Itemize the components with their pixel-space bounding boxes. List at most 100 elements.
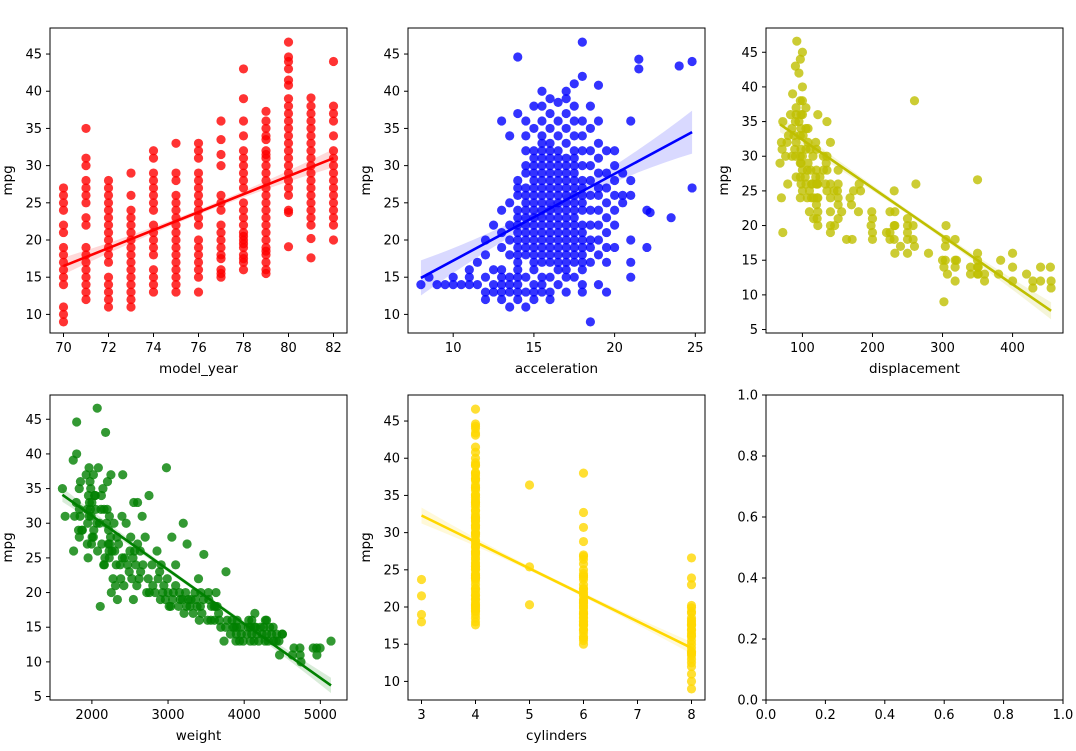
x-tick-label: 72 [100,341,117,356]
data-point [561,86,571,96]
data-point [69,546,79,556]
data-point [569,153,579,163]
data-point [72,417,82,427]
data-point [134,574,144,584]
data-point [295,650,305,660]
data-point [593,183,604,193]
data-point [1028,283,1038,293]
data-point [72,449,82,459]
data-point [448,272,458,282]
data-point [150,587,160,598]
data-point [825,137,836,147]
data-point [909,96,920,106]
data-point [123,560,133,570]
data-point [561,250,571,260]
data-point [569,183,579,193]
data-point [553,250,563,260]
y-tick-label: 20 [741,219,758,234]
data-point [193,198,204,208]
data-point [161,463,172,473]
data-point [1007,248,1018,258]
data-point [825,207,836,217]
data-point [521,227,531,238]
data-point [199,549,209,560]
data-point [261,168,271,178]
data-point [261,153,271,163]
data-point [908,234,918,245]
data-point [545,108,555,119]
data-point [283,56,294,67]
data-point [497,116,507,126]
y-tick-label: 30 [383,159,400,174]
data-point [895,241,906,251]
data-point [618,198,628,208]
data-point [74,532,84,542]
data-point [268,622,278,632]
x-axis-label: acceleration [515,361,598,377]
data-point [569,220,579,230]
data-point [328,220,339,230]
data-point [171,272,181,282]
data-point [296,657,306,667]
data-point [238,242,249,253]
x-tick-label: 7 [633,708,641,723]
data-point [214,608,224,618]
data-point [610,161,620,171]
data-point [238,153,249,163]
data-point [58,272,69,282]
data-point [610,205,620,215]
data-point [159,581,169,591]
data-point [569,242,579,253]
axes-frame [407,394,706,701]
data-point [85,477,95,487]
data-point [537,86,547,96]
data-point [306,93,316,103]
data-point [77,525,87,535]
data-point [577,242,587,253]
data-point [261,227,271,238]
data-point [306,116,316,126]
data-point [561,220,571,230]
data-point [456,280,466,290]
data-point [521,198,531,208]
data-point [585,161,595,171]
data-point [75,511,85,521]
data-point [100,427,111,438]
data-point [92,546,103,556]
data-point [219,636,229,646]
data-point [848,186,859,196]
data-point [216,116,226,126]
data-point [497,287,507,297]
data-point [561,265,571,275]
axes-frame [765,27,1064,334]
data-point [238,168,249,178]
data-point [940,241,950,251]
data-point [951,255,962,265]
data-point [283,37,294,47]
data-point [537,198,547,208]
data-point [545,153,555,163]
y-tick-label: 45 [25,413,42,428]
data-point [513,213,523,223]
y-tick-label: 10 [383,675,400,690]
data-point [119,581,129,591]
data-point [58,265,69,275]
x-tick-label: 0.4 [874,708,895,723]
data-point [110,546,120,556]
data-point [686,661,697,672]
data-point [193,183,204,193]
y-tick-label: 35 [383,489,400,504]
data-point [126,257,136,267]
data-point [113,539,124,549]
data-point [569,272,579,282]
data-point [488,287,499,297]
data-point [124,567,134,577]
data-point [171,205,181,215]
data-point [601,198,612,208]
y-tick-label: 35 [383,122,400,137]
data-point [103,227,114,238]
y-tick-label: 5 [750,323,758,338]
data-point [867,214,878,224]
data-point [686,553,697,563]
data-point [416,609,427,620]
